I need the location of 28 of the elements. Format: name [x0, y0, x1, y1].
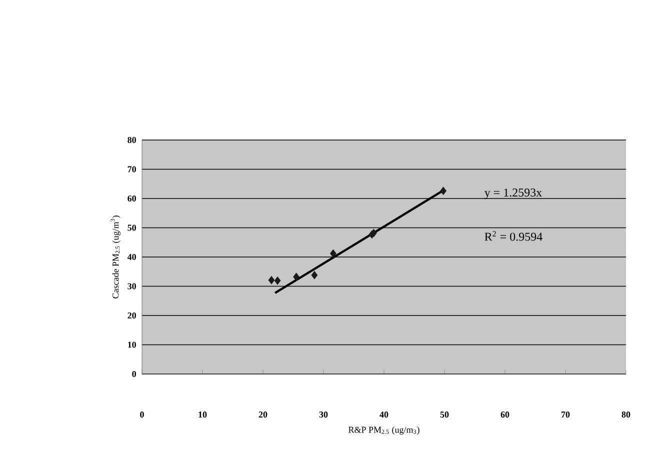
point — [330, 249, 336, 258]
y-tick-label: 0 — [132, 370, 136, 378]
x-tick-label: 60 — [500, 412, 510, 418]
y-tick-label: 70 — [128, 166, 136, 172]
x-tick-label: 40 — [380, 412, 388, 418]
y-axis-title: Cascade PM$_{2.5}$ (ug/m$^{3}$) — [110, 216, 120, 298]
x-tick-label: 10 — [198, 412, 207, 418]
point — [274, 276, 281, 285]
x-tick-label: 70 — [562, 412, 570, 418]
y-tick-label: 20 — [128, 312, 136, 319]
x-tick-label: 30 — [319, 412, 328, 418]
point — [440, 186, 446, 196]
x-tick-label: 20 — [258, 412, 268, 418]
x-axis-title: R&P PM$_{2.5}$ (ug/m$_{3}$) — [348, 426, 420, 435]
x-tick-label: 80 — [622, 412, 630, 418]
y-tick-label: 30 — [128, 283, 136, 290]
y-tick-label: 80 — [128, 136, 136, 144]
y-tick-label: 60 — [128, 195, 136, 202]
annotation: y = 1.2593x — [484, 188, 542, 200]
y-tick-label: 50 — [128, 224, 136, 231]
x-tick-label: 0 — [140, 412, 144, 418]
point — [293, 272, 300, 282]
point — [268, 276, 275, 284]
annotation: R$^{2}$ = 0.9594 — [484, 231, 542, 241]
point — [311, 270, 318, 280]
x-tick-label: 50 — [440, 412, 449, 418]
y-tick-label: 10 — [128, 342, 136, 348]
y-tick-label: 40 — [127, 254, 136, 260]
